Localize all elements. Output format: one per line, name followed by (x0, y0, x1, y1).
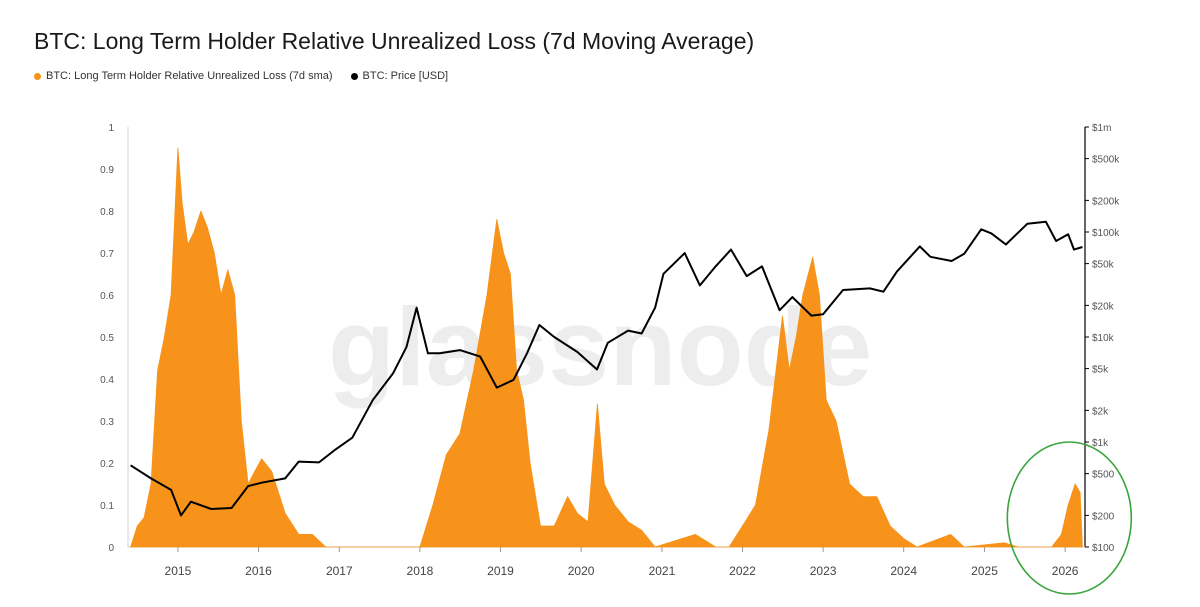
y-tick-right: $2k (1092, 406, 1109, 417)
x-tick: 2016 (245, 564, 272, 578)
y-tick-left: 0.5 (100, 333, 114, 344)
y-tick-right: $50k (1092, 260, 1115, 271)
y-tick-right: $200 (1092, 511, 1115, 522)
y-tick-left: 0.2 (100, 459, 114, 470)
y-tick-right: $1k (1092, 438, 1109, 449)
x-tick: 2025 (971, 564, 998, 578)
y-tick-right: $100k (1092, 228, 1120, 239)
y-tick-right: $500 (1092, 470, 1115, 481)
legend-swatch-loss (34, 72, 41, 80)
x-tick: 2020 (568, 564, 595, 578)
legend-item-price[interactable]: BTC: Price [USD] (350, 70, 449, 82)
y-tick-left: 0.7 (100, 249, 114, 260)
y-tick-left: 0.3 (100, 417, 114, 428)
y-tick-right: $200k (1092, 196, 1120, 207)
x-tick: 2023 (810, 564, 837, 578)
y-tick-left: 1 (108, 123, 114, 134)
legend-label-loss: BTC: Long Term Holder Relative Unrealize… (46, 70, 333, 82)
x-tick: 2026 (1052, 564, 1079, 578)
y-tick-right: $5k (1092, 365, 1109, 376)
x-tick: 2019 (487, 564, 514, 578)
legend-item-loss[interactable]: BTC: Long Term Holder Relative Unrealize… (34, 70, 333, 82)
y-tick-right: $20k (1092, 301, 1115, 312)
legend-label-price: BTC: Price [USD] (362, 70, 449, 82)
annotation-circle (1006, 441, 1133, 595)
series-ltH-unrealized-loss-area (130, 147, 1083, 548)
x-tick: 2022 (729, 564, 756, 578)
y-tick-right: $500k (1092, 155, 1120, 166)
y-tick-left: 0.6 (100, 291, 114, 302)
y-tick-left: 0.8 (100, 207, 114, 218)
x-tick: 2018 (407, 564, 434, 578)
y-tick-right: $100 (1092, 543, 1115, 554)
x-tick: 2015 (165, 564, 192, 578)
chart-title: BTC: Long Term Holder Relative Unrealize… (34, 28, 755, 54)
y-tick-right: $10k (1092, 333, 1115, 344)
y-tick-left: 0.4 (100, 375, 114, 386)
y-tick-right: $1m (1092, 123, 1111, 134)
y-tick-left: 0.9 (100, 165, 114, 176)
x-tick: 2021 (649, 564, 676, 578)
x-tick: 2017 (326, 564, 353, 578)
x-tick: 2024 (890, 564, 917, 578)
y-tick-left: 0.1 (100, 501, 114, 512)
y-tick-left: 0 (108, 543, 114, 554)
legend: BTC: Long Term Holder Relative Unrealize… (34, 70, 448, 82)
series-btc-price-line (130, 220, 1083, 517)
legend-swatch-price (350, 72, 358, 80)
